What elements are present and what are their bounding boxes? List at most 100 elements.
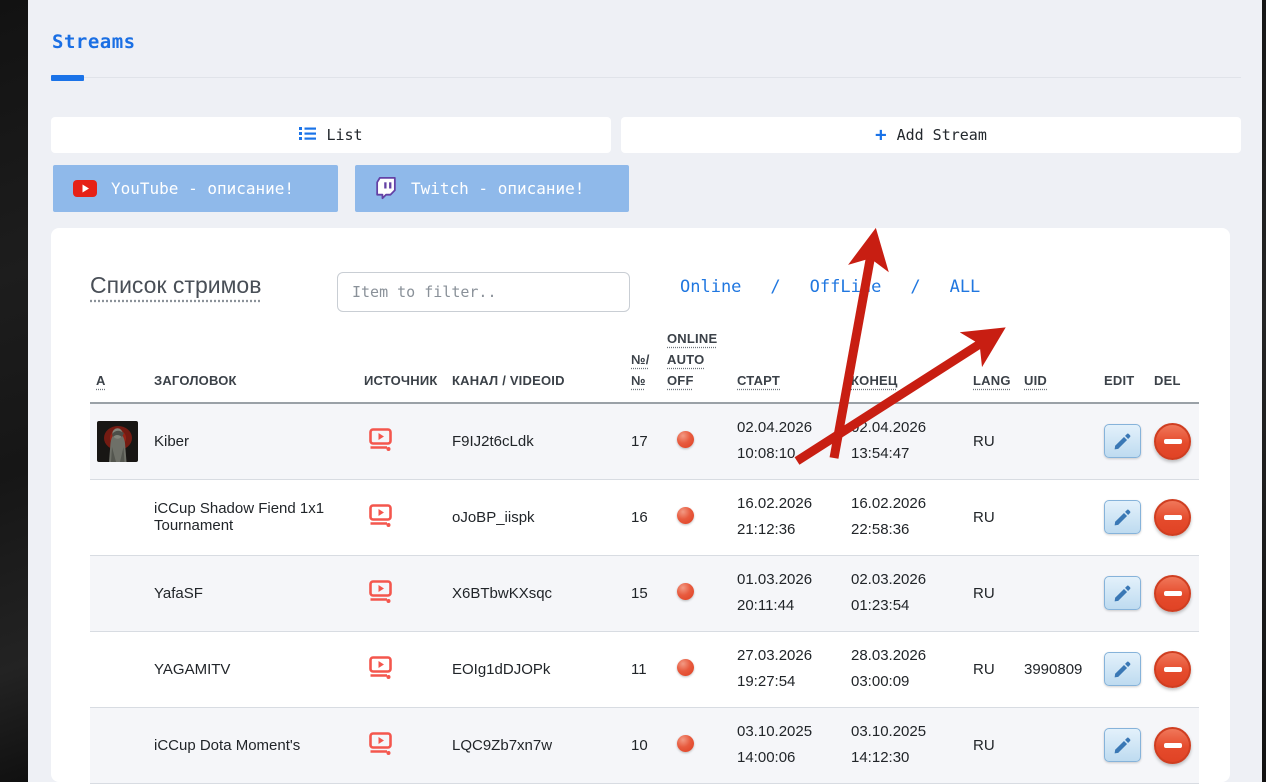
online-status-dot[interactable] — [677, 506, 694, 524]
status-filter-links: Online / OffLine / ALL — [680, 277, 980, 297]
filter-online-link[interactable]: Online — [680, 277, 742, 297]
cell-num: 15 — [625, 555, 661, 632]
column-header-uid[interactable]: UID — [1018, 328, 1098, 404]
edit-stream-button[interactable] — [1104, 728, 1141, 762]
youtube-description-label: YouTube - описание! — [111, 179, 295, 198]
title-divider — [51, 77, 1241, 78]
cell-uid — [1018, 555, 1098, 632]
cell-source — [358, 479, 446, 556]
delete-stream-button[interactable] — [1154, 498, 1191, 536]
cell-uid — [1018, 403, 1098, 480]
list-icon — [299, 126, 317, 145]
list-view-button[interactable]: List — [51, 117, 611, 153]
streams-list-card: Список стримов Online / OffLine / ALL AЗ… — [51, 228, 1230, 784]
pencil-icon — [1112, 735, 1133, 756]
pencil-icon — [1112, 583, 1133, 604]
cell-del — [1148, 555, 1199, 632]
cell-online — [661, 631, 731, 708]
filter-all-link[interactable]: ALL — [949, 277, 981, 297]
delete-stream-button[interactable] — [1154, 422, 1191, 460]
cell-del — [1148, 631, 1199, 708]
online-status-dot[interactable] — [677, 582, 694, 600]
cell-title: YAGAMITV — [148, 631, 358, 708]
streams-list-heading: Список стримов — [90, 272, 262, 298]
cell-videoid: oJoBP_iispk — [446, 479, 625, 556]
filter-input[interactable] — [337, 272, 630, 312]
add-stream-button[interactable]: + Add Stream — [621, 117, 1241, 153]
cell-end: 16.02.2026 22:58:36 — [845, 479, 967, 556]
cell-num: 16 — [625, 479, 661, 556]
cell-edit — [1098, 631, 1148, 708]
pencil-icon — [1112, 507, 1133, 528]
stream-row: YafaSF X6BTbwKXsqc 15 01.03.2026 20:11:44 0… — [90, 555, 1199, 632]
cell-lang: RU — [967, 479, 1018, 556]
column-header-edit: EDIT — [1098, 328, 1148, 404]
cell-avatar — [90, 403, 148, 480]
filter-offline-link[interactable]: OffLine — [809, 277, 882, 297]
plus-icon: + — [875, 123, 887, 146]
cell-avatar — [90, 631, 148, 708]
cell-start: 27.03.2026 19:27:54 — [731, 631, 845, 708]
cell-title: YafaSF — [148, 555, 358, 632]
cell-online — [661, 403, 731, 480]
cell-del — [1148, 403, 1199, 480]
cell-uid — [1018, 479, 1098, 556]
cell-lang: RU — [967, 555, 1018, 632]
cell-title: Kiber — [148, 403, 358, 480]
stream-avatar — [97, 420, 138, 462]
stream-row: iCCup Dota Moment's LQC9Zb7xn7w 10 03.10.2… — [90, 707, 1199, 784]
column-header-lang[interactable]: LANG — [967, 328, 1018, 404]
twitch-description-button[interactable]: Twitch - описание! — [355, 165, 629, 212]
cell-source — [358, 631, 446, 708]
column-header-start[interactable]: СТАРТ — [731, 328, 845, 404]
streams-table: A ЗАГОЛОВОК ИСТОЧНИК КАНАЛ / VIDEOID №/ № ONL… — [90, 328, 1199, 784]
twitch-description-label: Twitch - описание! — [411, 179, 585, 198]
cell-uid: 3990809 — [1018, 631, 1098, 708]
column-header-num[interactable]: №/ № — [625, 328, 661, 404]
delete-stream-button[interactable] — [1154, 650, 1191, 688]
delete-stream-button[interactable] — [1154, 574, 1191, 612]
cell-end: 03.10.2025 14:12:30 — [845, 707, 967, 784]
minus-icon — [1163, 590, 1182, 596]
cell-videoid: F9IJ2t6cLdk — [446, 403, 625, 480]
online-status-dot[interactable] — [677, 734, 694, 752]
column-header-online[interactable]: ONLINE AUTO OFF — [661, 328, 731, 404]
cell-start: 16.02.2026 21:12:36 — [731, 479, 845, 556]
filter-separator: / — [770, 277, 781, 297]
cell-lang: RU — [967, 707, 1018, 784]
minus-icon — [1163, 514, 1182, 520]
cell-num: 17 — [625, 403, 661, 480]
cell-videoid: X6BTbwKXsqc — [446, 555, 625, 632]
cell-avatar — [90, 707, 148, 784]
edit-stream-button[interactable] — [1104, 652, 1141, 686]
cell-edit — [1098, 479, 1148, 556]
add-stream-label: Add Stream — [896, 126, 987, 144]
cell-start: 02.04.2026 10:08:10 — [731, 403, 845, 480]
edit-stream-button[interactable] — [1104, 500, 1141, 534]
cell-videoid: EOIg1dDJOPk — [446, 631, 625, 708]
edit-stream-button[interactable] — [1104, 424, 1141, 459]
minus-icon — [1163, 438, 1182, 444]
video-display-icon — [368, 503, 393, 527]
filter-separator: / — [910, 277, 921, 297]
delete-stream-button[interactable] — [1154, 726, 1191, 764]
cell-lang: RU — [967, 403, 1018, 480]
edit-stream-button[interactable] — [1104, 576, 1141, 610]
active-tab-underline — [51, 75, 84, 81]
page-title: Streams — [52, 31, 136, 53]
youtube-play-icon — [73, 180, 97, 197]
cell-num: 10 — [625, 707, 661, 784]
cell-online — [661, 555, 731, 632]
column-header-end[interactable]: КОНЕЦ — [845, 328, 967, 404]
twitch-icon — [375, 177, 397, 200]
stream-row: Kiber F9IJ2t6cLdk 17 02.04.2026 10:08:10 02… — [90, 403, 1199, 480]
cell-start: 01.03.2026 20:11:44 — [731, 555, 845, 632]
cell-del — [1148, 479, 1199, 556]
column-header-title: ЗАГОЛОВОК — [148, 328, 358, 404]
cell-source — [358, 555, 446, 632]
column-header-avatar[interactable]: A — [90, 328, 148, 404]
online-status-dot[interactable] — [677, 430, 694, 448]
online-status-dot[interactable] — [677, 658, 694, 676]
youtube-description-button[interactable]: YouTube - описание! — [53, 165, 338, 212]
column-header-videoid: КАНАЛ / VIDEOID — [446, 328, 625, 404]
